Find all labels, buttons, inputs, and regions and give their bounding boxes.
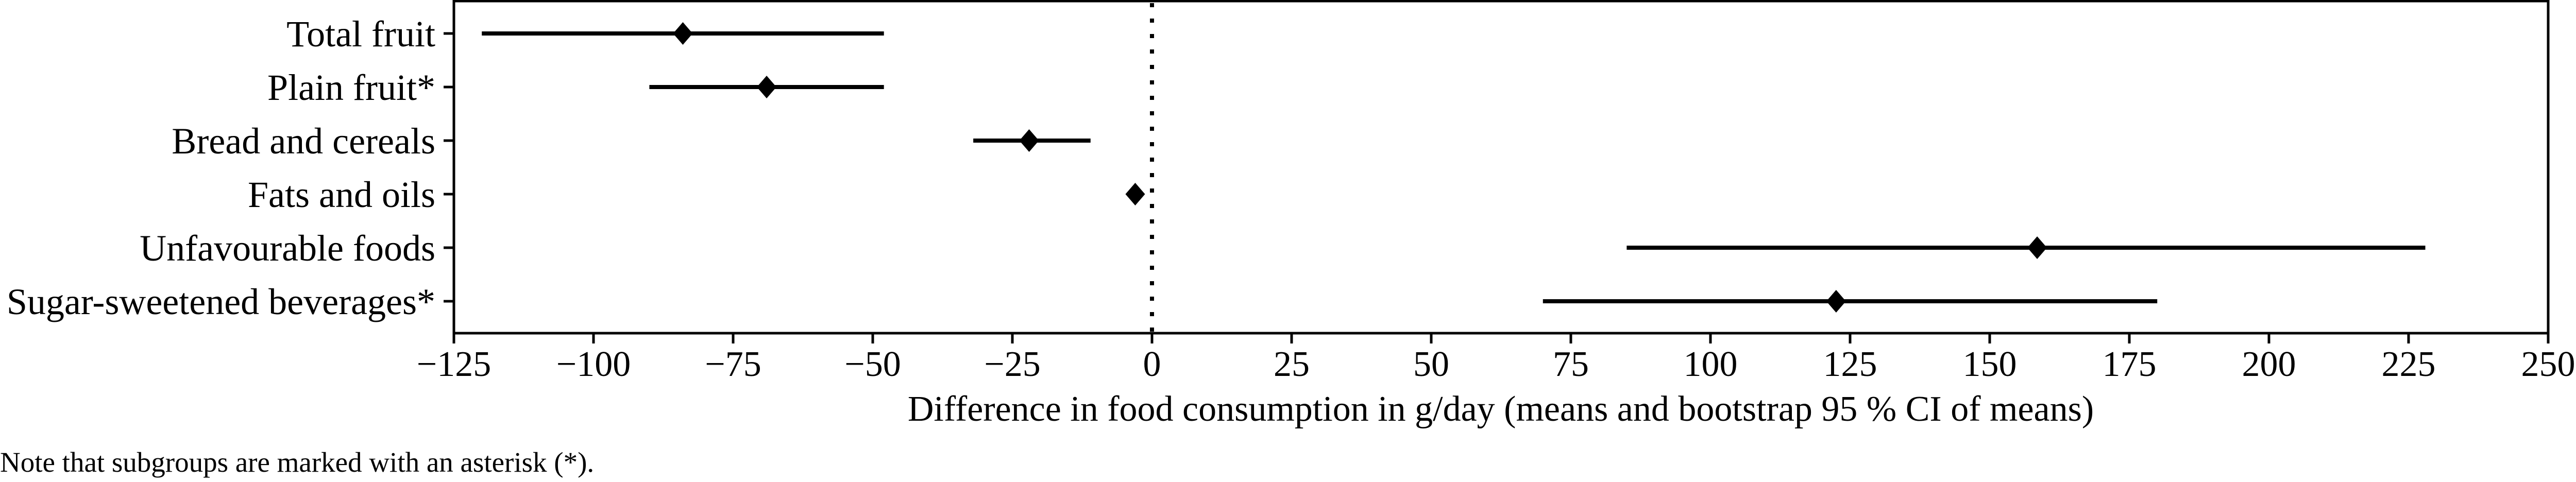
- y-tick-label: Sugar-sweetened beverages*: [7, 281, 435, 322]
- mean-diamond-icon: [757, 76, 777, 98]
- y-tick-label: Unfavourable foods: [140, 228, 435, 269]
- x-tick-label: 250: [2521, 345, 2575, 384]
- x-tick-label: 100: [1684, 345, 1738, 384]
- error-bars: [482, 31, 2426, 303]
- mean-diamond-icon: [673, 22, 693, 45]
- mean-diamond-icon: [1019, 129, 1039, 152]
- x-tick-label: 50: [1413, 345, 1449, 384]
- plot-border: [452, 0, 2550, 335]
- x-axis-label: Difference in food consumption in g/day …: [908, 389, 2094, 429]
- x-tick-label: −50: [844, 345, 901, 384]
- x-tick-label: 125: [1823, 345, 1877, 384]
- x-tick-label: 200: [2242, 345, 2296, 384]
- x-tick-label: 25: [1274, 345, 1310, 384]
- x-tick-label: 175: [2103, 345, 2157, 384]
- x-tick-label: −25: [984, 345, 1040, 384]
- x-tick-label: 150: [1963, 345, 2017, 384]
- x-tick-label: 0: [1143, 345, 1161, 384]
- y-tick-label: Total fruit: [286, 13, 435, 55]
- y-tick-label: Fats and oils: [248, 174, 435, 215]
- footnote: Note that subgroups are marked with an a…: [0, 446, 595, 478]
- x-tick-label: −100: [556, 345, 631, 384]
- mean-diamond-icon: [1826, 290, 1846, 313]
- mean-markers: [673, 22, 2047, 313]
- y-tick-label: Plain fruit*: [267, 67, 435, 108]
- x-tick-label: −75: [705, 345, 761, 384]
- x-tick-label: 225: [2382, 345, 2436, 384]
- x-tick-label: −125: [417, 345, 491, 384]
- y-tick-label: Bread and cereals: [172, 120, 435, 162]
- mean-diamond-icon: [1125, 183, 1145, 205]
- x-tick-label: 75: [1553, 345, 1589, 384]
- y-axis: Total fruit Plain fruit* Bread and cereals…: [7, 13, 454, 322]
- x-axis: −125 −100 −75 −50 −25 0 25 50 75 100 125 150 175 200 2…: [417, 333, 2575, 384]
- mean-diamond-icon: [2027, 236, 2047, 259]
- plot-frame: [452, 0, 2550, 335]
